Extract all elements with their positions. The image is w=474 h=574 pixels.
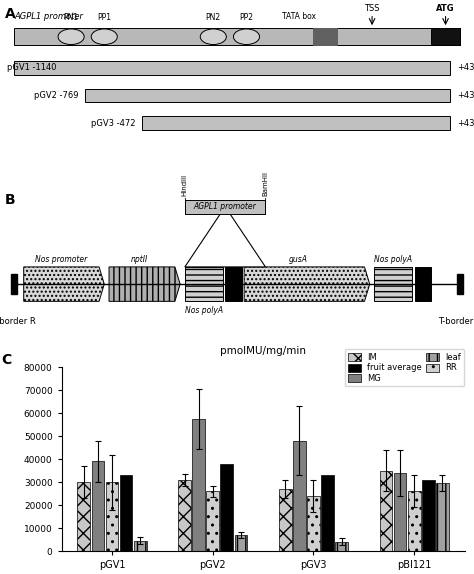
Text: +433: +433 — [457, 64, 474, 72]
Bar — [422, 480, 435, 551]
Text: ATG: ATG — [436, 4, 455, 13]
Bar — [431, 29, 460, 45]
Text: Nos polyA: Nos polyA — [374, 255, 412, 263]
Bar — [14, 29, 460, 45]
Text: Nos polyA: Nos polyA — [185, 307, 223, 315]
Bar — [91, 461, 104, 551]
Text: gusA: gusA — [289, 255, 308, 263]
Legend: IM, fruit average, MG, leaf, RR: IM, fruit average, MG, leaf, RR — [345, 350, 465, 386]
Bar — [279, 489, 292, 551]
Text: T-border L: T-border L — [438, 317, 474, 325]
Text: HindIII: HindIII — [182, 174, 188, 196]
Bar — [220, 464, 233, 551]
Text: C: C — [1, 352, 11, 367]
Text: BamHII: BamHII — [263, 171, 268, 196]
Polygon shape — [244, 267, 370, 301]
Bar — [14, 61, 450, 75]
Polygon shape — [109, 267, 180, 301]
Bar — [85, 88, 450, 102]
Text: TSS: TSS — [365, 4, 380, 13]
Text: Nos promoter: Nos promoter — [36, 255, 88, 263]
Ellipse shape — [233, 29, 260, 45]
Bar — [380, 471, 392, 551]
Bar — [185, 267, 223, 301]
Polygon shape — [24, 267, 104, 301]
Text: PP1: PP1 — [97, 13, 111, 22]
Bar — [77, 482, 90, 551]
Bar — [313, 29, 337, 45]
Bar — [206, 491, 219, 551]
Bar — [225, 267, 242, 301]
Text: +433: +433 — [457, 119, 474, 127]
Bar — [293, 441, 306, 551]
Bar — [11, 274, 17, 294]
Bar — [408, 491, 420, 551]
Bar — [457, 274, 463, 294]
Bar — [415, 267, 431, 301]
Bar — [142, 116, 450, 130]
Ellipse shape — [91, 29, 117, 45]
Bar — [436, 483, 449, 551]
Polygon shape — [185, 207, 265, 267]
Bar — [178, 480, 191, 551]
Text: pGV1 -1140: pGV1 -1140 — [7, 64, 56, 72]
Text: AGPL1 promoter: AGPL1 promoter — [194, 202, 256, 211]
FancyBboxPatch shape — [185, 200, 265, 214]
Text: pGV2 -769: pGV2 -769 — [34, 91, 78, 100]
Bar — [134, 541, 146, 551]
Text: pmolMU/mg/min: pmolMU/mg/min — [220, 346, 306, 356]
Text: +433: +433 — [457, 91, 474, 100]
Bar — [335, 542, 348, 551]
Bar — [307, 496, 320, 551]
Text: PP2: PP2 — [239, 13, 254, 22]
Ellipse shape — [200, 29, 227, 45]
Text: AGPL1 promoter: AGPL1 promoter — [14, 12, 83, 21]
Ellipse shape — [58, 29, 84, 45]
Text: B: B — [5, 193, 15, 207]
Text: pGV3 -472: pGV3 -472 — [91, 119, 135, 127]
Bar — [321, 475, 334, 551]
Bar — [106, 482, 118, 551]
Bar — [192, 419, 205, 551]
Text: nptII: nptII — [131, 255, 148, 263]
Bar — [374, 267, 412, 301]
Text: TATA box: TATA box — [282, 12, 316, 21]
Bar — [235, 535, 247, 551]
Text: PN2: PN2 — [206, 13, 221, 22]
Bar — [394, 473, 406, 551]
Text: PN1: PN1 — [64, 13, 79, 22]
Bar — [120, 475, 132, 551]
Text: T-border R: T-border R — [0, 317, 36, 325]
Text: A: A — [5, 7, 16, 21]
